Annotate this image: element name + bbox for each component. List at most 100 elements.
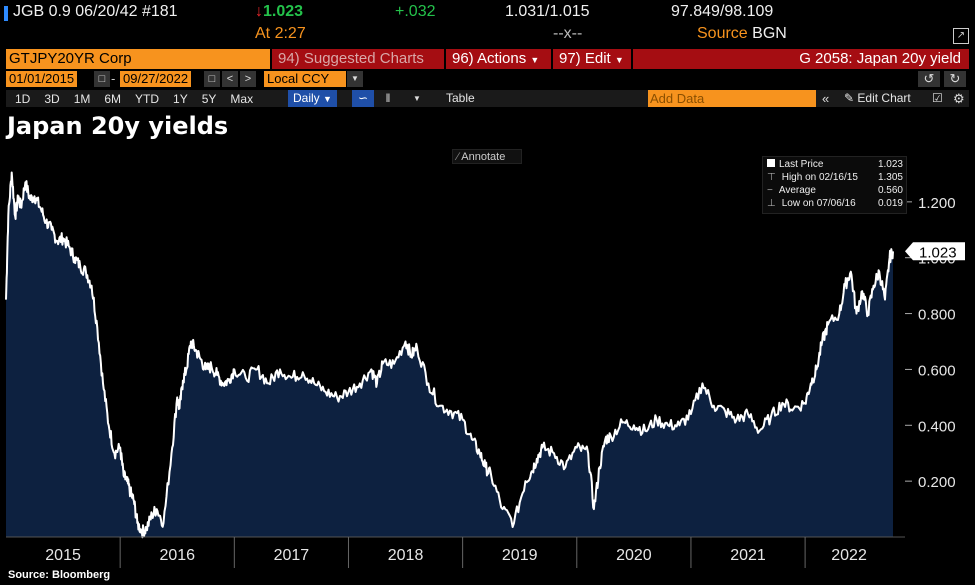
range-max[interactable]: Max (230, 92, 254, 106)
legend-average-value: 0.560 (877, 185, 903, 196)
annotate-label: Annotate (461, 151, 506, 163)
range-1m[interactable]: 1M (73, 92, 91, 106)
legend-high-label: High on 02/16/15 (781, 172, 858, 183)
yield-line (5, 171, 894, 539)
source-note: Source: Bloomberg (8, 569, 111, 581)
date-separator: - (111, 71, 116, 86)
suggested-charts-button[interactable]: 94) Suggested Charts (272, 49, 444, 69)
x-year-label: 2016 (159, 547, 195, 564)
legend-high-value: 1.305 (877, 172, 903, 183)
annotate-button[interactable]: ∕ Annotate (452, 149, 522, 164)
x-year-label: 2019 (502, 547, 538, 564)
range-6m[interactable]: 6M (104, 92, 122, 106)
chart-code-label: G 2058: Japan 20y yield (799, 50, 961, 67)
down-arrow-icon: ↓ (255, 3, 263, 20)
last-value-label: 1.023 (919, 244, 957, 261)
legend-row-high: ⊤ High on 02/16/15 1.305 (767, 172, 903, 183)
legend-row-low: ⊥ Low on 07/06/16 0.019 (767, 198, 903, 209)
end-date-input[interactable]: 09/27/2022 (120, 71, 192, 87)
legend-box: Last Price 1.023 ⊤ High on 02/16/15 1.305… (762, 156, 907, 214)
legend-low-value: 0.019 (877, 198, 903, 209)
source-label: Source (697, 25, 748, 42)
source-value: BGN (752, 25, 787, 42)
last-price: ↓1.023 (255, 3, 303, 21)
edit-chart-button[interactable]: ✎ Edit Chart (844, 90, 911, 107)
currency-dropdown-icon[interactable]: ▼ (347, 71, 363, 87)
frequency-label: Daily (293, 91, 320, 105)
caret-down-icon: ▼ (323, 94, 332, 104)
price-change: +.032 (395, 3, 436, 20)
line-chart-icon[interactable]: ∽ (352, 90, 374, 107)
next-period-icon[interactable]: > (240, 71, 256, 87)
bid-ask-price: 97.849/98.109 (671, 3, 774, 20)
x-year-label: 2020 (616, 547, 652, 564)
y-tick-label: 0.400 (918, 418, 956, 435)
bar-chart-icon[interactable]: ‖ (385, 91, 391, 105)
ticker-line: JGB 0.9 06/20/42 #181 (13, 3, 178, 20)
chart-code-field[interactable]: G 2058: Japan 20y yield (633, 49, 969, 69)
legend-average-icon: − (767, 185, 773, 196)
x-year-label: 2022 (831, 547, 867, 564)
yield-area (6, 172, 893, 538)
x-year-label: 2018 (388, 547, 424, 564)
calendar-icon[interactable]: □ (94, 71, 110, 87)
y-tick-label: 0.200 (918, 474, 956, 491)
table-button[interactable]: Table (446, 91, 475, 105)
legend-average-label: Average (778, 185, 816, 196)
edit-chart-label: Edit Chart (857, 91, 911, 105)
security-field[interactable]: GTJPY20YR Corp (6, 49, 270, 69)
undo-icon[interactable]: ↺ (918, 71, 940, 87)
quote-accent (4, 6, 8, 21)
caret-down-icon: ▼ (530, 55, 540, 65)
range-buttons: 1D 3D 1M 6M YTD 1Y 5Y Max (8, 90, 260, 108)
legend-row-last: Last Price 1.023 (767, 159, 903, 170)
y-tick-label: 1.200 (918, 195, 956, 212)
last-price-value: 1.023 (263, 3, 304, 20)
chart-type-dropdown-icon[interactable]: ▼ (413, 94, 421, 103)
edit-icon[interactable]: ☑ (932, 91, 943, 105)
legend-row-average: − Average 0.560 (767, 185, 903, 196)
time-stamp: At 2:27 (255, 25, 306, 43)
at-time: 2:27 (274, 25, 306, 42)
x-year-label: 2015 (45, 547, 81, 564)
collapse-icon[interactable]: « (822, 91, 830, 106)
legend-last-value: 1.023 (877, 159, 903, 170)
start-date-input[interactable]: 01/01/2015 (6, 71, 78, 87)
last-value-marker (905, 242, 965, 261)
legend-low-label: Low on 07/06/16 (781, 198, 856, 209)
gear-icon[interactable]: ⚙ (953, 91, 965, 106)
chart-title: Japan 20y yields (7, 112, 229, 140)
actions-label: 96) Actions (452, 50, 527, 67)
annotate-pencil-icon: ∕ (457, 151, 459, 163)
popout-icon[interactable]: ↗ (953, 28, 969, 44)
legend-last-label: Last Price (779, 159, 824, 170)
x-year-label: 2017 (274, 547, 310, 564)
range-3d[interactable]: 3D (44, 92, 60, 106)
legend-high-icon: ⊤ (767, 172, 776, 183)
legend-low-icon: ⊥ (767, 198, 776, 209)
edit-label: 97) Edit (559, 50, 611, 67)
x-year-label: 2021 (730, 547, 766, 564)
range-1d[interactable]: 1D (15, 92, 31, 106)
at-label: At (255, 25, 271, 42)
pencil-icon: ✎ (844, 91, 855, 105)
add-data-input[interactable]: Add Data (648, 90, 816, 107)
security-label: GTJPY20YR Corp (9, 50, 132, 67)
legend-square-icon (767, 159, 775, 167)
range-1y[interactable]: 1Y (173, 92, 188, 106)
caret-down-icon: ▼ (614, 55, 624, 65)
redo-icon[interactable]: ↻ (944, 71, 966, 87)
prev-period-icon[interactable]: < (222, 71, 238, 87)
x-mark: --x-- (553, 25, 583, 42)
calendar-icon[interactable]: □ (204, 71, 220, 87)
actions-menu[interactable]: 96) Actions ▼ (446, 49, 551, 69)
currency-select[interactable]: Local CCY (264, 71, 346, 87)
y-tick-label: 0.800 (918, 307, 956, 324)
edit-menu[interactable]: 97) Edit ▼ (553, 49, 631, 69)
frequency-select[interactable]: Daily ▼ (288, 90, 337, 107)
y-tick-label: 0.600 (918, 362, 956, 379)
range-5y[interactable]: 5Y (201, 92, 217, 106)
source-info: Source BGN (697, 25, 787, 43)
range-ytd[interactable]: YTD (135, 92, 160, 106)
